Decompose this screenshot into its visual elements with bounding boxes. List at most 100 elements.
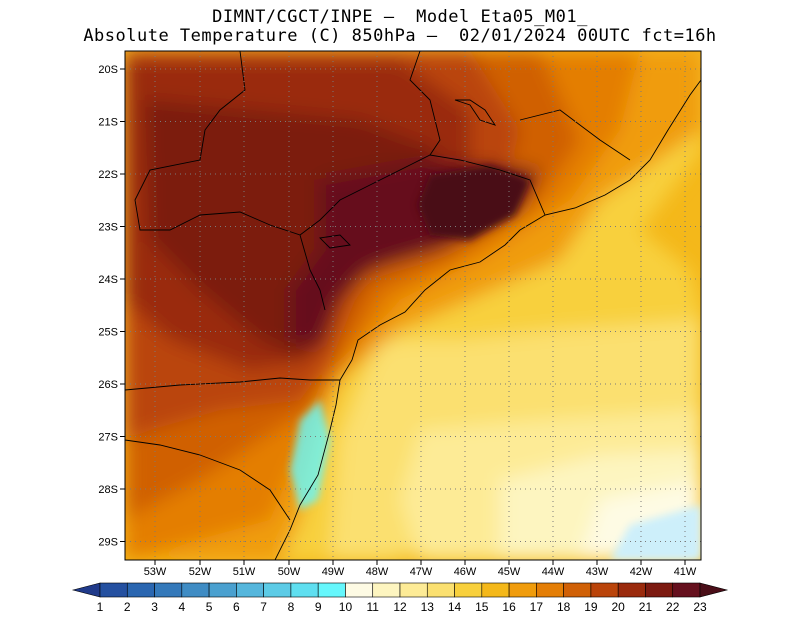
colorbar: 1 2 3 4 5 6 7 8 9 10 11 12 13 14 15 16 17 18 19 20 21 22 23 (71, 582, 729, 614)
svg-text:44W: 44W (542, 566, 565, 578)
lat-label: 21S (98, 117, 125, 129)
svg-text:48W: 48W (366, 566, 389, 578)
colorbar-swatch (590, 582, 619, 598)
colorbar-label: 5 (206, 600, 213, 614)
svg-text:52W: 52W (189, 566, 212, 578)
svg-text:27S: 27S (98, 432, 118, 444)
lon-label: 48W (366, 560, 389, 578)
colorbar-label: 3 (151, 600, 158, 614)
state-border (125, 439, 291, 521)
graticule (125, 51, 701, 560)
colorbar-label: 14 (448, 600, 462, 614)
colorbar-swatch (181, 582, 210, 598)
lon-label: 50W (278, 560, 301, 578)
svg-text:51W: 51W (233, 566, 256, 578)
lon-label: 43W (586, 560, 609, 578)
svg-text:47W: 47W (410, 566, 433, 578)
colorbar-label: 7 (260, 600, 267, 614)
colorbar-label: 4 (178, 600, 185, 614)
coastline-and-borders (125, 51, 701, 560)
colorbar-label: 15 (475, 600, 489, 614)
colorbar-label: 2 (124, 600, 131, 614)
lon-label: 47W (410, 560, 433, 578)
colorbar-swatch (154, 582, 183, 598)
svg-text:42W: 42W (630, 566, 653, 578)
colorbar-label: 21 (639, 600, 653, 614)
colorbar-label: 13 (421, 600, 435, 614)
colorbar-label: 8 (288, 600, 295, 614)
lon-label: 41W (674, 560, 697, 578)
colorbar-swatch (317, 582, 346, 598)
svg-text:28S: 28S (98, 484, 118, 496)
lon-label: 46W (454, 560, 477, 578)
colorbar-label: 9 (315, 600, 322, 614)
state-border (409, 51, 441, 156)
state-border (134, 51, 326, 311)
colorbar-label: 11 (366, 600, 379, 614)
svg-text:29S: 29S (98, 537, 118, 549)
colorbar-swatch (208, 582, 237, 598)
colorbar-swatch (399, 582, 428, 598)
colorbar-swatch (645, 582, 674, 598)
colorbar-swatch (372, 582, 401, 598)
colorbar-swatch (454, 582, 483, 598)
colorbar-swatch (536, 582, 564, 598)
colorbar-label: 10 (339, 600, 353, 614)
svg-text:26S: 26S (98, 379, 118, 391)
colorbar-swatch (563, 582, 592, 598)
lat-label: 28S (98, 484, 125, 496)
lat-label: 23S (98, 222, 125, 234)
lake (454, 99, 497, 126)
colorbar-swatch (99, 582, 128, 598)
svg-text:53W: 53W (144, 566, 167, 578)
lat-label: 26S (98, 379, 125, 391)
colorbar-swatch (426, 582, 455, 598)
map-frame (124, 50, 702, 561)
lon-label: 44W (542, 560, 565, 578)
colorbar-swatch (236, 582, 264, 598)
colorbar-label: 17 (530, 600, 544, 614)
temp-band-21 (145, 100, 440, 360)
state-border (519, 109, 631, 161)
colorbar-label: 22 (666, 600, 680, 614)
svg-text:45W: 45W (498, 566, 521, 578)
svg-text:25S: 25S (98, 327, 118, 339)
lat-label: 24S (98, 274, 125, 286)
longitude-axis: 53W 52W 51W 50W 49W 48W 47W 46W 45W 44W … (144, 560, 697, 578)
svg-text:43W: 43W (586, 566, 609, 578)
latitude-axis: 20S 21S 22S 23S 24S 25S 26S 27S 28S 29S (98, 64, 125, 549)
svg-text:23S: 23S (98, 222, 118, 234)
colorbar-label: 16 (502, 600, 516, 614)
lon-label: 53W (144, 560, 167, 578)
colorbar-swatch (672, 582, 701, 598)
colorbar-swatch (263, 582, 292, 598)
temp-band-23 (418, 165, 530, 240)
colorbar-swatch (126, 582, 155, 598)
colorbar-swatch (345, 582, 374, 598)
colorbar-swatch (617, 582, 646, 598)
coastline (274, 79, 701, 560)
colorbar-swatch (290, 582, 319, 598)
svg-text:41W: 41W (674, 566, 697, 578)
svg-text:24S: 24S (98, 274, 118, 286)
lat-label: 27S (98, 432, 125, 444)
lon-label: 51W (233, 560, 256, 578)
colorbar-label: 20 (612, 600, 626, 614)
lat-label: 25S (98, 327, 125, 339)
colorbar-label: 23 (693, 600, 707, 614)
svg-text:21S: 21S (98, 117, 118, 129)
colorbar-label: 19 (584, 600, 598, 614)
lat-label: 22S (98, 169, 125, 181)
state-border (299, 154, 546, 236)
svg-text:46W: 46W (454, 566, 477, 578)
colorbar-swatch (481, 582, 510, 598)
svg-text:20S: 20S (98, 64, 118, 76)
svg-text:50W: 50W (278, 566, 301, 578)
temperature-field (125, 51, 701, 560)
colorbar-label: 18 (557, 600, 571, 614)
colorbar-label: 12 (393, 600, 407, 614)
chart-title-line-2: Absolute Temperature (C) 850hPa – 02/01/… (83, 26, 717, 46)
lat-label: 20S (98, 64, 125, 76)
lon-label: 49W (322, 560, 345, 578)
